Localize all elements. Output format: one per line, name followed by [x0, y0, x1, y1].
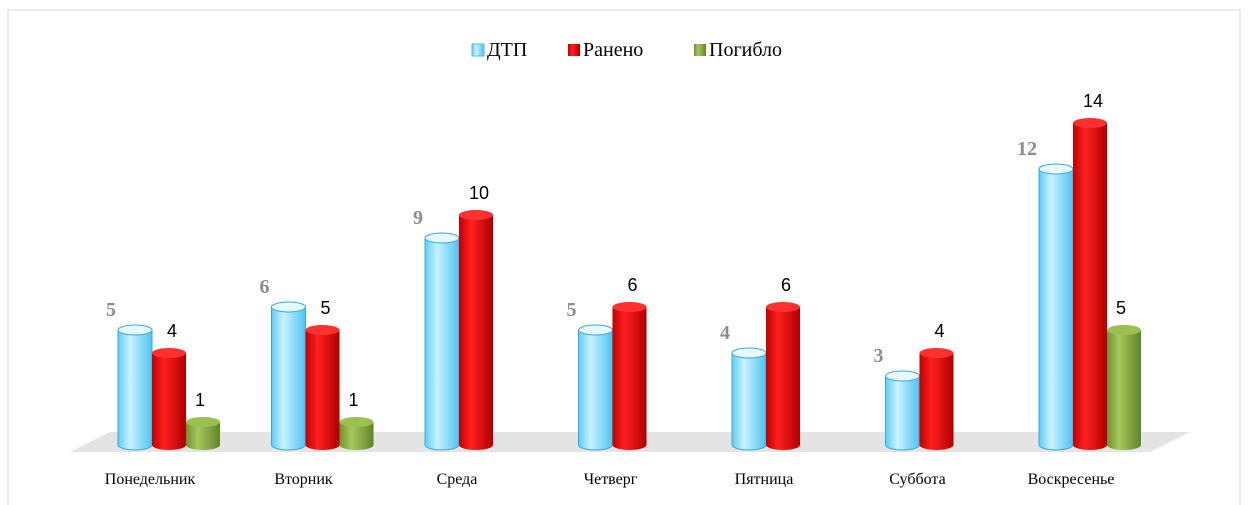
legend-label: Погибло	[709, 39, 782, 61]
bar	[1038, 163, 1074, 451]
bar	[1107, 325, 1141, 450]
bar-top	[578, 324, 613, 336]
x-tick-label: Пятница	[735, 471, 794, 488]
bar	[919, 348, 954, 450]
bar	[305, 325, 340, 450]
bar	[339, 417, 374, 450]
data-label: 9	[413, 207, 423, 229]
bar-top	[424, 232, 460, 244]
data-label: 6	[781, 275, 791, 295]
bar-body	[152, 353, 186, 450]
x-tick-label: Суббота	[889, 471, 945, 488]
data-label: 4	[934, 321, 944, 341]
bar-top	[305, 325, 340, 335]
bar-body	[885, 375, 920, 451]
x-tick-label: Понедельник	[105, 471, 196, 488]
bar	[459, 210, 493, 450]
data-label: 10	[469, 183, 489, 203]
legend-label: ДТП	[487, 39, 527, 61]
bar-top	[186, 417, 220, 427]
bar-body	[578, 329, 613, 451]
bar-top	[766, 302, 800, 312]
x-tick-label: Среда	[437, 471, 478, 488]
bar-body	[919, 353, 954, 450]
x-tick-label: Воскресенье	[1028, 471, 1115, 488]
frame	[7, 9, 1241, 505]
data-label: 4	[167, 321, 177, 341]
bar-body	[459, 215, 493, 450]
bar-top	[152, 348, 186, 358]
legend-label: Ранено	[583, 39, 643, 61]
bar	[885, 370, 920, 451]
bar-top	[117, 324, 153, 336]
bar-body	[339, 422, 374, 450]
bar	[612, 302, 647, 450]
bar-body	[117, 329, 153, 451]
x-tick-label: Четверг	[584, 471, 638, 488]
bar-body	[766, 307, 800, 450]
bar	[152, 348, 186, 450]
bar	[271, 301, 306, 451]
bar	[186, 417, 220, 450]
bar-body	[305, 330, 340, 450]
bar	[731, 347, 767, 451]
data-label: 3	[874, 345, 884, 367]
bar-top	[885, 370, 920, 382]
bar	[766, 302, 800, 450]
legend-swatch	[568, 44, 580, 56]
bar-top	[339, 417, 374, 427]
legend-swatch	[471, 43, 485, 57]
bar	[117, 324, 153, 451]
bar-body	[1038, 168, 1074, 451]
bar	[578, 324, 613, 451]
data-label: 1	[348, 390, 358, 410]
bar-top	[919, 348, 954, 358]
bar-body	[186, 422, 220, 450]
bar-body	[612, 307, 647, 450]
bar-top	[1107, 325, 1141, 335]
bar-top	[731, 347, 767, 359]
data-label: 5	[106, 299, 116, 321]
legend: ДТП Ранено Погибло	[471, 39, 782, 61]
data-label: 12	[1017, 138, 1037, 160]
bar-top	[1038, 163, 1074, 175]
bar-body	[731, 352, 767, 451]
data-label: 1	[195, 390, 205, 410]
bar-top	[271, 301, 306, 313]
data-label: 5	[567, 299, 577, 321]
data-label: 5	[1116, 298, 1126, 318]
bar-top	[1073, 118, 1107, 128]
bar-body	[271, 306, 306, 451]
bar	[424, 232, 460, 451]
bar-top	[459, 210, 493, 220]
legend-swatch	[694, 44, 706, 56]
x-tick-label: Вторник	[274, 471, 333, 488]
bar-body	[1107, 330, 1141, 450]
data-label: 4	[720, 322, 730, 344]
data-label: 14	[1083, 91, 1103, 111]
bar-top	[612, 302, 647, 312]
bar-body	[424, 237, 460, 451]
bar-body	[1073, 123, 1107, 450]
data-label: 5	[320, 298, 330, 318]
data-label: 6	[627, 275, 637, 295]
data-label: 6	[260, 276, 270, 298]
bar	[1073, 118, 1107, 450]
